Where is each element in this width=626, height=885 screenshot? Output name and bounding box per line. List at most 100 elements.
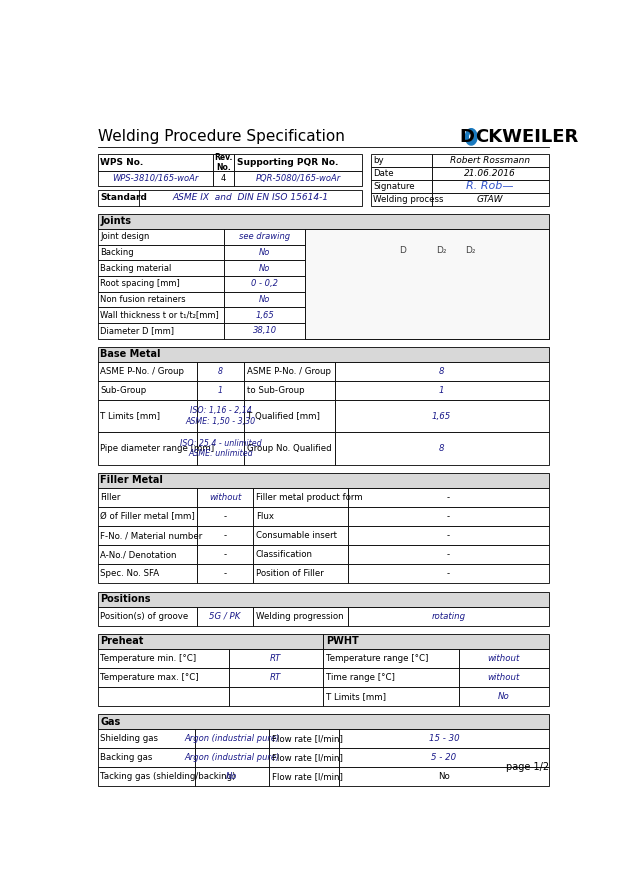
Bar <box>228 668 323 687</box>
Bar <box>431 167 549 180</box>
Text: Argon (industrial pure): Argon (industrial pure) <box>184 735 280 743</box>
Bar <box>348 526 549 545</box>
Text: -: - <box>447 512 450 521</box>
Text: Classification: Classification <box>256 550 313 559</box>
Bar <box>323 634 549 649</box>
Text: Positions: Positions <box>100 594 151 604</box>
Text: 8: 8 <box>439 366 444 376</box>
Text: D: D <box>399 246 406 255</box>
Bar <box>339 767 549 787</box>
Text: -: - <box>223 569 227 578</box>
Text: 5G / PK: 5G / PK <box>210 612 241 620</box>
Bar <box>197 565 254 583</box>
Text: without: without <box>488 654 520 663</box>
Bar <box>323 687 459 706</box>
Bar <box>98 649 228 668</box>
Bar <box>348 606 549 626</box>
Text: Welding Procedure Specification: Welding Procedure Specification <box>98 129 344 144</box>
Text: Time range [°C]: Time range [°C] <box>326 673 394 681</box>
Bar <box>98 214 549 229</box>
Text: T Limits [mm]: T Limits [mm] <box>326 692 386 701</box>
Bar <box>197 606 254 626</box>
Text: No: No <box>259 248 270 257</box>
Text: Filler: Filler <box>100 493 120 502</box>
Text: by: by <box>373 156 384 165</box>
Bar <box>371 167 431 180</box>
Text: Sub-Group: Sub-Group <box>100 386 146 395</box>
Text: Welding process: Welding process <box>373 195 444 204</box>
Text: Root spacing [mm]: Root spacing [mm] <box>100 280 180 289</box>
Bar <box>254 545 348 565</box>
Text: Filler metal product form: Filler metal product form <box>256 493 362 502</box>
Bar <box>459 649 549 668</box>
Text: Date: Date <box>373 169 394 178</box>
Text: No: No <box>259 295 270 304</box>
Bar <box>98 190 362 205</box>
Text: Standard: Standard <box>100 193 147 203</box>
Text: Temperature min. [°C]: Temperature min. [°C] <box>100 654 196 663</box>
Text: ASME IX  and  DIN EN ISO 15614-1: ASME IX and DIN EN ISO 15614-1 <box>172 193 329 203</box>
Text: D₂: D₂ <box>466 246 476 255</box>
Text: -: - <box>447 531 450 540</box>
Text: Backing material: Backing material <box>100 264 172 273</box>
Bar <box>195 748 269 767</box>
Text: ASME P-No. / Group: ASME P-No. / Group <box>247 366 331 376</box>
Bar <box>197 433 244 465</box>
Bar <box>98 307 224 323</box>
Bar <box>234 171 362 186</box>
Text: Rev.
No.: Rev. No. <box>214 153 233 172</box>
Text: 1,65: 1,65 <box>255 311 274 319</box>
Bar <box>98 362 197 381</box>
Bar <box>348 545 549 565</box>
Bar <box>195 767 269 787</box>
Text: 0 - 0,2: 0 - 0,2 <box>251 280 278 289</box>
Bar <box>348 507 549 526</box>
Bar <box>431 154 549 167</box>
Bar <box>98 260 224 276</box>
Text: Base Metal: Base Metal <box>100 350 161 359</box>
Bar <box>98 507 197 526</box>
Text: Joints: Joints <box>100 216 131 227</box>
Text: Backing: Backing <box>100 248 134 257</box>
Text: No: No <box>259 264 270 273</box>
Text: Argon (industrial pure): Argon (industrial pure) <box>184 753 280 762</box>
Bar <box>98 606 197 626</box>
Text: Flow rate [l/min]: Flow rate [l/min] <box>272 773 342 781</box>
Text: CKWEILER: CKWEILER <box>476 127 579 146</box>
Text: Joint design: Joint design <box>100 232 150 242</box>
Bar <box>98 748 195 767</box>
Bar <box>269 748 339 767</box>
Bar <box>305 229 549 339</box>
Text: R. Rob—: R. Rob— <box>466 181 514 191</box>
Text: Flux: Flux <box>256 512 274 521</box>
Text: T Limits [mm]: T Limits [mm] <box>100 412 160 420</box>
Bar <box>348 488 549 507</box>
Bar <box>213 154 234 171</box>
Text: Tacking gas (shielding/backing): Tacking gas (shielding/backing) <box>100 773 235 781</box>
Bar <box>228 649 323 668</box>
Bar <box>195 729 269 748</box>
Text: -: - <box>447 550 450 559</box>
Bar <box>224 291 305 307</box>
Text: Shielding gas: Shielding gas <box>100 735 158 743</box>
Text: -: - <box>447 569 450 578</box>
Bar <box>228 687 323 706</box>
Bar <box>98 229 224 244</box>
Text: Ø of Filler metal [mm]: Ø of Filler metal [mm] <box>100 512 195 521</box>
Bar <box>98 714 549 729</box>
Bar <box>269 729 339 748</box>
Text: Consumable insert: Consumable insert <box>256 531 337 540</box>
Text: 1: 1 <box>218 386 223 395</box>
Text: D₂: D₂ <box>436 246 447 255</box>
Bar <box>98 347 549 362</box>
Text: Group No. Qualified: Group No. Qualified <box>247 444 331 453</box>
Text: Signature: Signature <box>373 181 414 191</box>
Bar <box>98 767 195 787</box>
Text: Spec. No. SFA: Spec. No. SFA <box>100 569 159 578</box>
Bar <box>334 400 549 433</box>
Text: -: - <box>223 531 227 540</box>
Bar <box>98 526 197 545</box>
Bar <box>371 193 431 205</box>
Bar <box>254 565 348 583</box>
Bar <box>254 606 348 626</box>
